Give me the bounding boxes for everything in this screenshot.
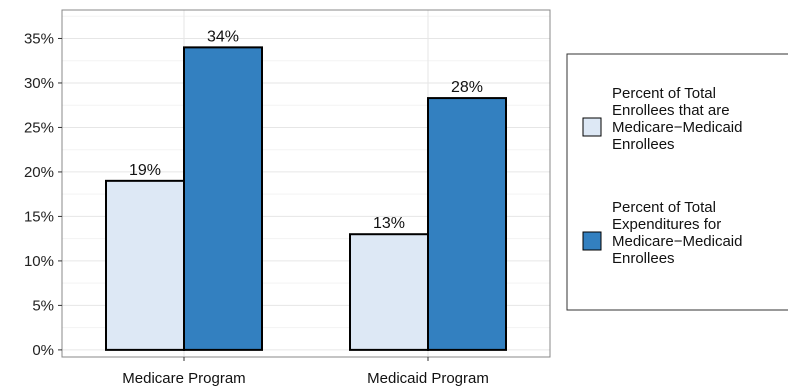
legend-label: Enrollees that are	[612, 102, 730, 119]
plot-area	[61, 9, 551, 358]
legend-label: Medicare−Medicaid	[612, 233, 742, 250]
data-label: 19%	[129, 162, 161, 179]
y-tick-label: 25%	[24, 119, 54, 136]
legend-label: Medicare−Medicaid	[612, 119, 742, 136]
y-tick-label: 15%	[24, 208, 54, 225]
data-label: 34%	[207, 28, 239, 45]
y-tick-label: 20%	[24, 164, 54, 181]
legend-label: Expenditures for	[612, 216, 721, 233]
data-label: 13%	[373, 215, 405, 232]
x-axis: Medicare Program Medicaid Program	[122, 357, 489, 387]
y-tick-label: 35%	[24, 30, 54, 47]
y-axis: 0% 5% 10% 15% 20% 25% 30% 35%	[24, 30, 62, 359]
y-tick-label: 0%	[32, 342, 54, 359]
y-tick-label: 5%	[32, 297, 54, 314]
bar	[427, 97, 507, 351]
bar	[349, 233, 429, 351]
legend-label: Percent of Total	[612, 85, 716, 102]
legend-label: Percent of Total	[612, 199, 716, 216]
bars	[105, 46, 507, 351]
bar	[183, 46, 263, 351]
y-tick-label: 30%	[24, 75, 54, 92]
bar	[105, 179, 185, 351]
legend-box	[566, 53, 788, 311]
legend-label: Enrollees	[612, 250, 675, 267]
x-tick-label: Medicaid Program	[367, 370, 489, 387]
y-tick-label: 10%	[24, 253, 54, 270]
legend-label: Enrollees	[612, 136, 675, 153]
legend-swatch	[582, 117, 602, 137]
data-label: 28%	[451, 79, 483, 96]
x-tick-label: Medicare Program	[122, 370, 245, 387]
legend-swatch	[582, 231, 602, 251]
plot-frame	[61, 9, 551, 358]
data-labels: 19% 34% 13% 28%	[129, 28, 483, 232]
